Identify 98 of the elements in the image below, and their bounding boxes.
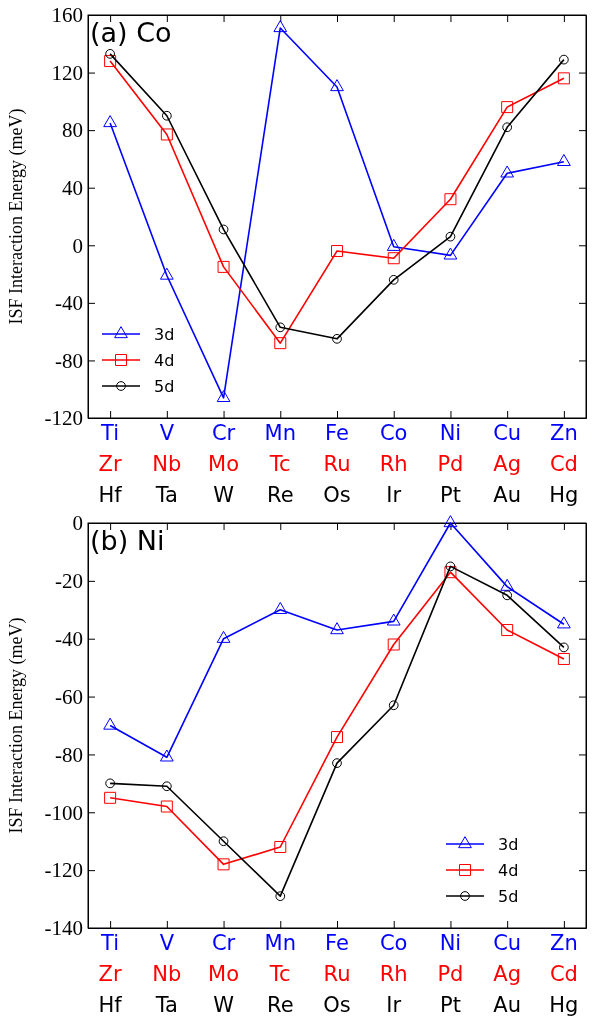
point (443, 247, 458, 260)
y-tick-label: -120 (44, 858, 83, 883)
x-tick-label: Ti Zr Hf (98, 931, 123, 1017)
point (443, 515, 458, 528)
y-tick-label: -60 (55, 684, 83, 709)
y-tick-label: -40 (55, 291, 83, 316)
point (275, 322, 286, 333)
x-tick-label: Co Rh Ir (379, 421, 408, 507)
point (559, 54, 569, 65)
x-tick-label: Fe Ru Os (323, 421, 351, 507)
point (557, 153, 571, 166)
x-tick-label: Ni Pd Pt (437, 931, 464, 1017)
y-tick-label: 160 (51, 3, 83, 28)
point (500, 165, 515, 178)
point (160, 128, 173, 141)
x-tick-label: Zn Cd Hg (549, 421, 579, 507)
y-tick-label: 80 (62, 118, 83, 143)
point (388, 274, 399, 285)
point (501, 624, 514, 637)
y-tick-label: 0 (72, 233, 83, 258)
point (104, 55, 117, 68)
point (217, 858, 230, 871)
point (159, 749, 174, 762)
point (387, 252, 400, 265)
point (103, 717, 117, 730)
x-tick-label: Cu Ag Au (493, 931, 522, 1017)
point (387, 638, 400, 651)
point (273, 20, 288, 33)
point (103, 115, 117, 128)
point (502, 590, 513, 601)
point (216, 390, 231, 403)
point (104, 791, 117, 804)
point (331, 245, 343, 258)
y-tick-label: -100 (44, 800, 83, 825)
x-tick-label: Ni Pd Pt (437, 421, 464, 507)
point (559, 642, 569, 653)
legend-label: 5d (498, 887, 519, 906)
point (388, 700, 399, 711)
x-tick-label: Fe Ru Os (323, 931, 351, 1017)
point (275, 891, 286, 902)
point (445, 231, 456, 242)
y-tick-label: 120 (51, 60, 83, 85)
point (105, 49, 115, 59)
point (218, 224, 229, 235)
y-axis-title: ISF Interaction Energy (meV) (6, 617, 27, 834)
x-tick-label: Cr Mo W (208, 421, 240, 507)
x-tick-label: V Nb Ta (152, 421, 182, 507)
point (445, 561, 456, 572)
point (217, 260, 230, 273)
point (557, 616, 571, 629)
point (161, 781, 172, 792)
point (159, 267, 174, 280)
legend-label: 3d (154, 325, 175, 344)
x-tick-label: Co Rh Ir (379, 931, 408, 1017)
y-tick-label: -120 (44, 406, 83, 431)
legend-label: 4d (498, 861, 519, 880)
point (332, 333, 342, 344)
x-tick-label: Ti Zr Hf (98, 421, 123, 507)
point (273, 601, 288, 614)
y-tick-label: -40 (55, 626, 83, 651)
legend-label: 5d (154, 377, 175, 396)
point (386, 613, 401, 626)
point (557, 72, 570, 85)
chart-title: (a) Co (90, 17, 172, 48)
point (105, 778, 115, 789)
y-tick-label: 40 (62, 175, 83, 200)
point (330, 622, 344, 635)
point (557, 652, 570, 665)
legend-label: 4d (154, 351, 175, 370)
point (501, 101, 514, 114)
x-tick-label: Mn Tc Re (264, 421, 296, 507)
y-tick-label: 0 (72, 511, 83, 536)
point (502, 122, 513, 133)
legend-label: 3d (498, 835, 519, 854)
point (274, 337, 287, 350)
x-tick-label: Cu Ag Au (493, 421, 522, 507)
point (330, 79, 344, 92)
point (386, 238, 401, 251)
point (332, 758, 342, 768)
point (500, 578, 515, 591)
x-tick-label: V Nb Ta (152, 931, 182, 1017)
point (218, 836, 229, 847)
y-tick-label: -140 (44, 916, 83, 941)
y-tick-label: -80 (55, 742, 83, 767)
y-axis-title: ISF Interaction Energy (meV) (6, 108, 27, 325)
x-tick-label: Mn Tc Re (264, 931, 296, 1017)
point (274, 841, 287, 853)
point (160, 800, 173, 813)
point (444, 193, 457, 206)
y-tick-label: -20 (55, 569, 83, 594)
x-tick-label: Cr Mo W (208, 931, 240, 1017)
point (444, 566, 457, 579)
x-tick-label: Zn Cd Hg (549, 931, 579, 1017)
chart-title: (b) Ni (90, 525, 165, 556)
point (161, 110, 172, 121)
point (331, 731, 343, 744)
y-tick-label: -80 (55, 348, 83, 373)
point (216, 630, 231, 643)
